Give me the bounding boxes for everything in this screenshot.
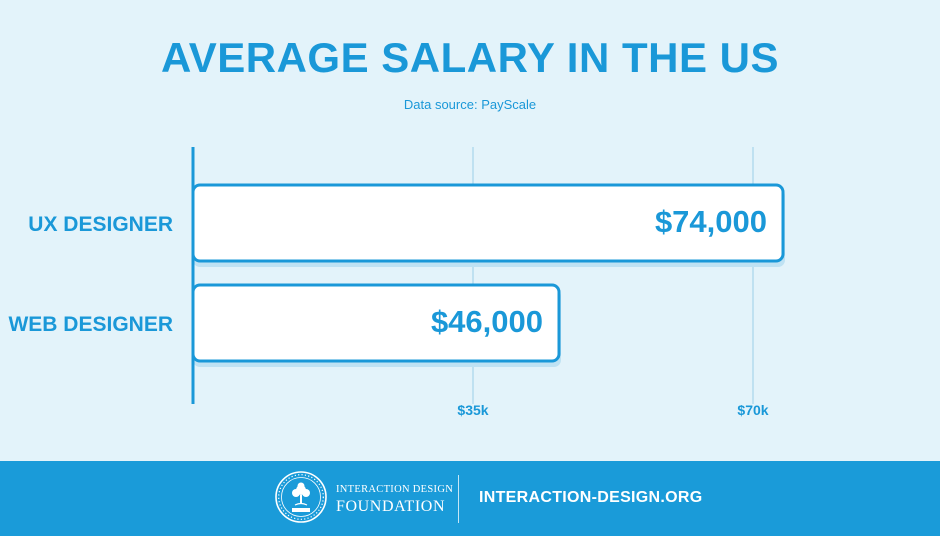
bar-chart: $35k $70k $74,000 UX DESIGNER $46,000 WEB DES… bbox=[8, 147, 785, 418]
category-label: UX DESIGNER bbox=[28, 213, 173, 236]
chart-subtitle: Data source: PayScale bbox=[403, 97, 537, 112]
bar-value-label: $74,000 bbox=[655, 204, 767, 239]
chart-title: AVERAGE SALARY IN THE US bbox=[161, 34, 779, 81]
x-tick-label: $35k bbox=[457, 402, 488, 418]
tree-seal-icon bbox=[275, 471, 327, 523]
org-name: INTERACTION DESIGN FOUNDATION bbox=[336, 484, 454, 515]
bar-value-label: $46,000 bbox=[431, 304, 543, 339]
footer-divider bbox=[458, 475, 459, 523]
org-name-line1: INTERACTION DESIGN bbox=[336, 484, 454, 495]
footer-bar: INTERACTION DESIGN FOUNDATION INTERACTIO… bbox=[0, 461, 940, 536]
category-label: WEB DESIGNER bbox=[8, 313, 173, 336]
x-tick-label: $70k bbox=[737, 402, 768, 418]
website-link[interactable]: INTERACTION-DESIGN.ORG bbox=[479, 489, 703, 506]
org-name-line2: FOUNDATION bbox=[336, 497, 446, 515]
